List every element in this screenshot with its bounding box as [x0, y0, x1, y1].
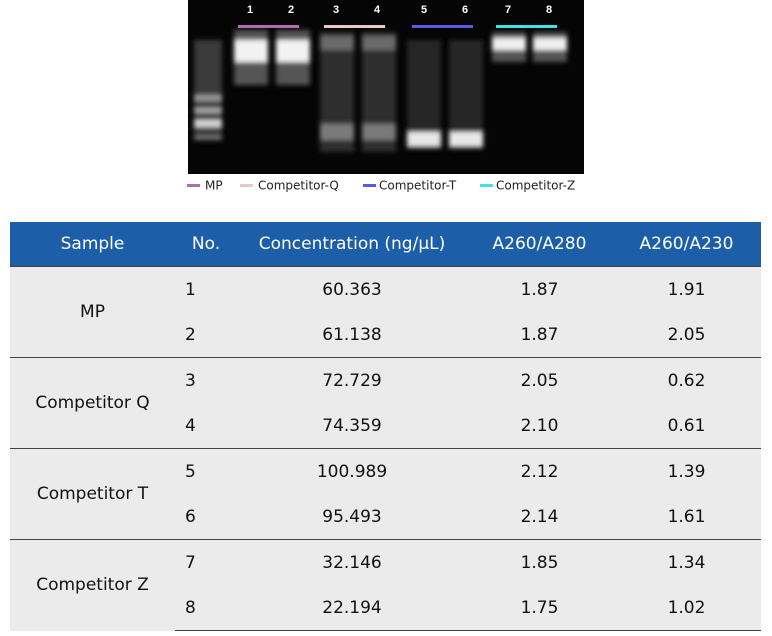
lane-number: 5 [421, 4, 427, 16]
value-cell: 1.61 [612, 494, 761, 540]
value-cell: 1.85 [467, 539, 612, 585]
table-row: MP 1 60.363 1.87 1.91 [10, 266, 761, 358]
sample-cell: MP [10, 266, 175, 358]
value-cell: 2.14 [467, 494, 612, 540]
header-cell: A260/A230 [612, 222, 761, 267]
value-cell: 1.39 [612, 448, 761, 494]
value-cell: 2.12 [467, 448, 612, 494]
legend-swatch [480, 184, 493, 187]
table-row: 8 22.194 1.75 1.02 [10, 585, 761, 631]
value-cell: 60.363 [237, 266, 467, 312]
lane-group-bars [238, 25, 557, 28]
legend-swatch [187, 184, 200, 187]
number-cell: 6 [175, 494, 237, 540]
sample-cell: Competitor Z [10, 539, 175, 631]
legend-swatch [363, 184, 376, 187]
value-cell: 1.87 [467, 312, 612, 358]
header-cell: Concentration (ng/µL) [237, 222, 467, 267]
lane-group-bar [412, 25, 473, 28]
table-row: 4 74.359 2.10 0.61 [10, 403, 761, 449]
header-cell: Sample [10, 222, 175, 267]
value-cell: 74.359 [237, 403, 467, 449]
lane-number: 1 [247, 4, 253, 16]
legend-label: MP [205, 179, 223, 193]
lane-number: 2 [288, 4, 294, 16]
value-cell: 1.34 [612, 539, 761, 585]
number-cell: 3 [175, 357, 237, 403]
lane-number: 7 [505, 4, 511, 16]
value-cell: 2.05 [612, 312, 761, 358]
lane-group-bar [238, 25, 299, 28]
value-cell: 1.87 [467, 266, 612, 312]
number-cell: 7 [175, 539, 237, 585]
legend-label: Competitor-T [379, 179, 457, 193]
legend-swatch [240, 184, 253, 187]
legend: MP Competitor-Q Competitor-T Competitor-Z [187, 179, 575, 193]
value-cell: 1.91 [612, 266, 761, 312]
table-header: Sample No. Concentration (ng/µL) A260/A280 A… [10, 222, 761, 267]
header-cell: A260/A280 [467, 222, 612, 267]
results-table: Sample No. Concentration (ng/µL) A260/A280 A… [10, 222, 761, 631]
sample-cell: Competitor T [10, 448, 175, 540]
value-cell: 22.194 [237, 585, 467, 631]
table-row: Competitor Z 7 32.146 1.85 1.34 [10, 539, 761, 631]
number-cell: 5 [175, 448, 237, 494]
gel-figure: 1 2 3 4 5 6 7 8 MP Competitor-Q Competitor-T Compe… [187, 0, 584, 193]
value-cell: 1.02 [612, 585, 761, 631]
number-cell: 8 [175, 585, 237, 631]
table-row: 6 95.493 2.14 1.61 [10, 494, 761, 540]
lane-number: 4 [374, 4, 381, 16]
value-cell: 32.146 [237, 539, 467, 585]
value-cell: 0.61 [612, 403, 761, 449]
value-cell: 1.75 [467, 585, 612, 631]
value-cell: 2.05 [467, 357, 612, 403]
value-cell: 0.62 [612, 357, 761, 403]
lane-labels: 1 2 3 4 5 6 7 8 [247, 4, 552, 16]
table-row: 2 61.138 1.87 2.05 [10, 312, 761, 358]
header-cell: No. [175, 222, 237, 267]
lane-number: 3 [333, 4, 339, 16]
gel-bands [194, 30, 567, 152]
number-cell: 4 [175, 403, 237, 449]
value-cell: 61.138 [237, 312, 467, 358]
value-cell: 100.989 [237, 448, 467, 494]
lane-group-bar [496, 25, 557, 28]
sample-cell: Competitor Q [10, 357, 175, 449]
table-row: Competitor T 5 100.989 2.12 1.39 [10, 448, 761, 540]
value-cell: 95.493 [237, 494, 467, 540]
value-cell: 2.10 [467, 403, 612, 449]
lane-group-bar [324, 25, 385, 28]
legend-label: Competitor-Z [496, 179, 575, 193]
number-cell: 2 [175, 312, 237, 358]
legend-label: Competitor-Q [258, 179, 339, 193]
value-cell: 72.729 [237, 357, 467, 403]
table-row: Competitor Q 3 72.729 2.05 0.62 [10, 357, 761, 449]
number-cell: 1 [175, 266, 237, 312]
lane-number: 6 [462, 4, 468, 16]
lane-number: 8 [546, 4, 552, 16]
